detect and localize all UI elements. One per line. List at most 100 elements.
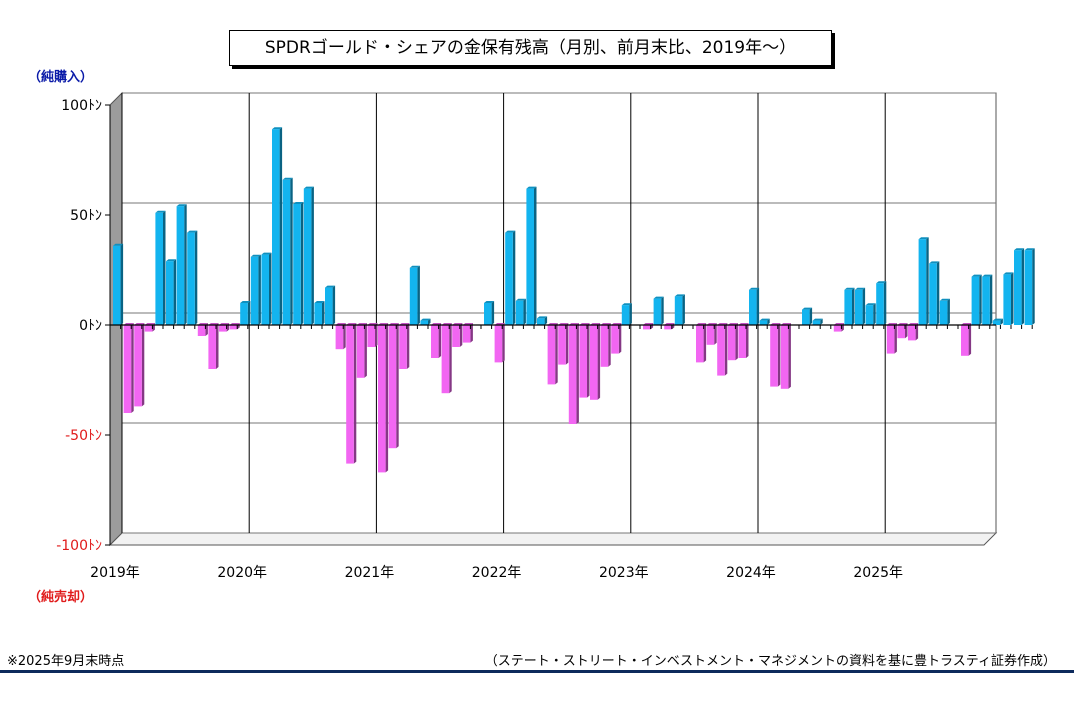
bar [568,323,579,424]
bar-front [1003,274,1011,325]
bar-top [113,243,124,246]
bar-side [173,259,177,325]
bar [462,323,473,343]
bar-front [388,325,397,449]
bar-side [353,323,357,464]
bar-front [250,256,259,325]
bar [229,323,240,330]
y-tick-label: -50ﾄﾝ [65,428,102,444]
bar-side [587,323,590,398]
bar [727,323,738,361]
bar-front [409,267,418,325]
bar-top [865,303,876,306]
bar [378,323,389,473]
bar [303,186,314,325]
bar-front [134,325,142,407]
bar [187,230,198,325]
bar-chart: 100ﾄﾝ 50ﾄﾝ 0ﾄﾝ -50ﾄﾝ -100ﾄﾝ 2019年 2020年 2021年 20… [56,91,1035,581]
bar-side [989,274,993,325]
bar [134,323,145,407]
bar-top [155,210,166,213]
bar [780,323,791,389]
bar-top [812,318,823,321]
bar [908,323,919,341]
bar-side [332,285,336,325]
bar-side [205,323,208,336]
bar-front [144,325,153,332]
bar-top [802,307,813,310]
bar-front [897,325,905,339]
bar [452,323,463,347]
bar [844,287,855,325]
bar-top [1014,248,1025,251]
bar-side [364,323,367,378]
bar-side [661,296,664,325]
bar-side [809,307,813,325]
bar [738,323,749,358]
bar [992,318,1003,325]
bar-front [1014,250,1022,325]
bar-top [1003,272,1014,275]
bar [441,323,452,394]
bar-front [399,325,407,369]
bar-side [565,323,569,365]
bar [346,323,357,464]
bar-front [166,261,174,325]
bar-front [303,188,312,325]
bar-front [706,325,715,345]
bar [547,323,558,385]
bar-front [1024,250,1033,325]
y-tick-label: 100ﾄﾝ [61,98,102,114]
bar-front [494,325,503,363]
bar-top [166,259,177,262]
bar-side [936,261,940,325]
bar-front [749,289,757,325]
bar-front [367,325,375,347]
bar-front [939,300,948,325]
footnote: ※2025年9月末時点 [7,654,125,669]
bar-front [759,320,768,325]
x-tick-label: 2022年 [472,565,522,581]
bar-side [756,287,760,325]
bar-side [767,318,770,325]
bar-front [579,325,587,398]
bar-side [470,323,473,343]
bar-side [1011,272,1014,325]
bar [144,323,155,332]
bar-side [279,127,283,325]
bar-front [208,325,216,369]
bar-side [746,323,749,358]
bar-side [141,323,145,407]
bar-front [971,276,980,325]
bar [314,301,325,325]
bar-front [992,320,1001,325]
bar [208,323,219,369]
bar [325,285,336,325]
bar [388,323,399,449]
bar-front [600,325,609,367]
x-tick-label: 2021年 [345,565,395,581]
bar [409,265,420,325]
bar-front [855,289,863,325]
bar-front [590,325,598,400]
bar-side [618,323,622,354]
bar-front [261,254,269,325]
bar-front [929,263,937,325]
bar-front [484,303,492,325]
bar-side [1032,248,1035,325]
bar [166,259,177,325]
bar-front [696,325,704,363]
bar-side [258,254,261,325]
bar-front [833,325,842,332]
axes [105,104,1033,546]
bar-side [555,323,558,385]
bar [484,301,495,325]
bar-side [163,210,166,325]
bar [802,307,813,325]
bar-front [462,325,471,343]
bar [282,177,293,325]
bar-front [155,212,163,325]
bar-front [664,325,672,330]
bar-top [314,301,325,303]
bar [759,318,770,325]
